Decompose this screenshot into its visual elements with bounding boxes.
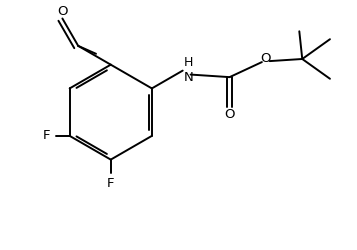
Text: O: O bbox=[261, 52, 271, 65]
Text: F: F bbox=[43, 130, 51, 142]
Text: O: O bbox=[57, 5, 67, 18]
Text: N: N bbox=[184, 71, 193, 84]
Text: H: H bbox=[184, 56, 193, 69]
Text: O: O bbox=[224, 108, 235, 121]
Text: F: F bbox=[107, 177, 115, 190]
